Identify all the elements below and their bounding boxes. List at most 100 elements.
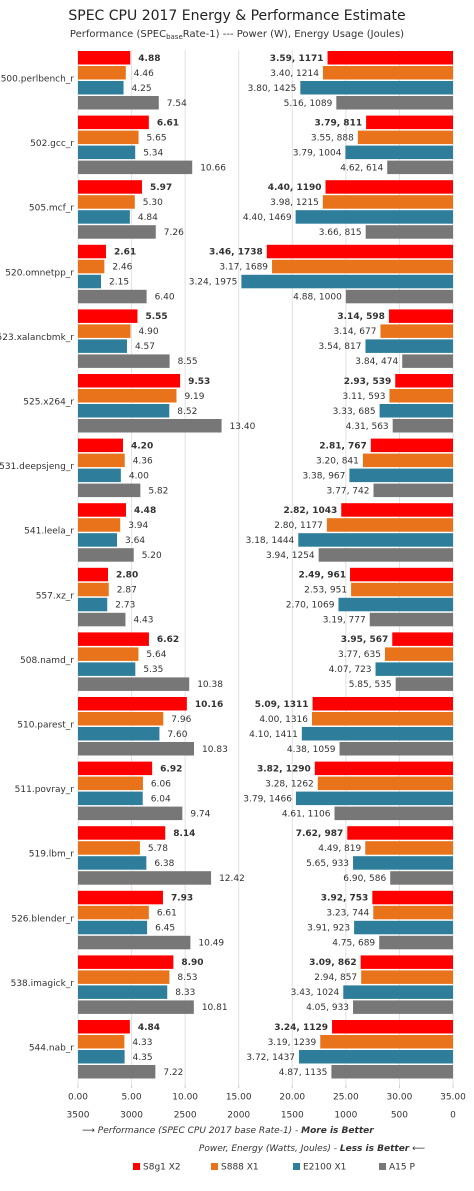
performance-label: 6.45 bbox=[155, 924, 175, 934]
energy-label: 2.49, 961 bbox=[298, 571, 346, 581]
energy-label: 3.14, 677 bbox=[334, 327, 377, 337]
performance-bar bbox=[78, 1050, 125, 1064]
energy-bar bbox=[326, 518, 453, 532]
energy-label: 5.85, 535 bbox=[349, 680, 392, 690]
energy-label: 3.19, 1239 bbox=[268, 1038, 317, 1048]
energy-label: 6.90, 586 bbox=[343, 874, 386, 884]
category-label: 502.gcc_r bbox=[30, 139, 74, 149]
performance-label: 6.92 bbox=[160, 764, 182, 774]
energy-bar bbox=[370, 438, 453, 453]
category-label: 511.povray_r bbox=[15, 785, 75, 795]
energy-label: 3.77, 742 bbox=[327, 486, 370, 496]
legend-swatch bbox=[211, 1163, 218, 1170]
energy-label: 3.14, 598 bbox=[337, 312, 385, 322]
performance-bar bbox=[78, 225, 156, 239]
annotation-part: Power, Energy (Watts, Joules) - bbox=[199, 1144, 340, 1154]
performance-label: 10.38 bbox=[197, 680, 223, 690]
x-tick-label: 35.00 bbox=[440, 1093, 466, 1103]
performance-bar bbox=[78, 985, 168, 999]
performance-label: 2.80 bbox=[116, 571, 138, 581]
performance-bar bbox=[78, 1020, 130, 1034]
legend-item: S8g1 X2 bbox=[133, 1163, 181, 1173]
performance-bar bbox=[78, 1000, 194, 1014]
energy-label: 3.24, 1129 bbox=[274, 1023, 328, 1033]
energy-label: 5.65, 933 bbox=[306, 859, 349, 869]
performance-bar bbox=[78, 935, 191, 950]
energy-bar bbox=[345, 145, 453, 160]
performance-label: 6.61 bbox=[157, 909, 177, 919]
performance-bar bbox=[78, 920, 148, 935]
energy-bar bbox=[395, 374, 453, 388]
energy-bar bbox=[351, 582, 453, 597]
energy-label: 5.16, 1089 bbox=[284, 99, 333, 109]
energy-label: 3.79, 1466 bbox=[243, 794, 292, 804]
performance-label: 7.60 bbox=[167, 730, 187, 740]
performance-label: 10.66 bbox=[200, 163, 226, 173]
energy-bar bbox=[392, 632, 453, 646]
performance-bar bbox=[78, 81, 124, 95]
subtitle-text-after: Rate-1) --- Power (W), Energy Usage (Jou… bbox=[183, 29, 404, 40]
x2-tick-label: 500 bbox=[391, 1111, 408, 1121]
performance-label: 12.42 bbox=[219, 874, 245, 884]
performance-label: 10.81 bbox=[202, 1003, 228, 1013]
energy-bar bbox=[375, 662, 453, 676]
legend-swatch bbox=[293, 1163, 300, 1170]
energy-label: 4.61, 1106 bbox=[282, 809, 331, 819]
energy-label: 3.55, 888 bbox=[311, 133, 354, 143]
energy-label: 3.91, 923 bbox=[307, 924, 350, 934]
performance-bar bbox=[78, 548, 134, 562]
performance-bar bbox=[78, 518, 121, 532]
energy-bar bbox=[312, 697, 453, 711]
energy-label: 3.79, 811 bbox=[315, 118, 363, 128]
legend-label: A15 P bbox=[389, 1163, 415, 1173]
performance-label: 5.30 bbox=[143, 198, 163, 208]
performance-label: 4.33 bbox=[132, 1038, 152, 1048]
performance-bar bbox=[78, 697, 187, 711]
energy-bar bbox=[325, 180, 453, 194]
annotation-part: More is Better bbox=[301, 1126, 374, 1136]
energy-label: 2.53, 951 bbox=[304, 586, 347, 596]
energy-label: 3.09, 862 bbox=[309, 958, 357, 968]
category-label: 544.nab_r bbox=[29, 1044, 74, 1054]
performance-bar bbox=[78, 647, 139, 661]
energy-bar bbox=[357, 130, 453, 145]
performance-label: 9.53 bbox=[188, 377, 210, 387]
category-label: 500.perlbench_r bbox=[1, 75, 75, 85]
performance-label: 2.61 bbox=[114, 248, 136, 258]
energy-bar bbox=[295, 791, 453, 806]
performance-label: 4.84 bbox=[138, 1023, 160, 1033]
performance-label: 6.04 bbox=[151, 794, 171, 804]
energy-bar bbox=[312, 712, 453, 726]
performance-bar bbox=[78, 856, 147, 870]
energy-bar bbox=[347, 826, 453, 840]
performance-bar bbox=[78, 742, 195, 756]
energy-label: 2.81, 767 bbox=[319, 441, 367, 451]
energy-bar bbox=[272, 259, 453, 274]
performance-label: 5.78 bbox=[148, 844, 168, 854]
energy-bar bbox=[365, 339, 453, 353]
category-label: 510.parest_r bbox=[17, 721, 74, 731]
performance-label: 7.26 bbox=[164, 228, 184, 238]
chart-title: SPEC CPU 2017 Energy & Performance Estim… bbox=[68, 8, 405, 24]
energy-label: 3.43, 1024 bbox=[291, 988, 340, 998]
energy-label: 3.94, 1254 bbox=[266, 551, 315, 561]
energy-label: 2.80, 1177 bbox=[274, 521, 323, 531]
energy-bar bbox=[343, 985, 453, 999]
subtitle-text: Performance (SPEC bbox=[70, 29, 166, 40]
x-tick-label: 25.00 bbox=[333, 1093, 359, 1103]
performance-label: 2.73 bbox=[115, 601, 135, 611]
performance-label: 8.53 bbox=[177, 973, 197, 983]
legend-item: E2100 X1 bbox=[293, 1163, 346, 1173]
energy-label: 4.75, 689 bbox=[332, 939, 375, 949]
energy-bar bbox=[332, 1020, 453, 1034]
energy-bar bbox=[298, 533, 453, 547]
energy-label: 4.38, 1059 bbox=[287, 745, 336, 755]
energy-label: 4.87, 1135 bbox=[279, 1068, 328, 1078]
performance-bar bbox=[78, 438, 123, 453]
performance-bar bbox=[78, 389, 177, 403]
performance-label: 9.19 bbox=[184, 392, 204, 402]
energy-bar bbox=[334, 806, 453, 821]
energy-bar bbox=[314, 761, 453, 776]
performance-label: 6.40 bbox=[155, 293, 175, 303]
energy-label: 3.82, 1290 bbox=[257, 764, 311, 774]
